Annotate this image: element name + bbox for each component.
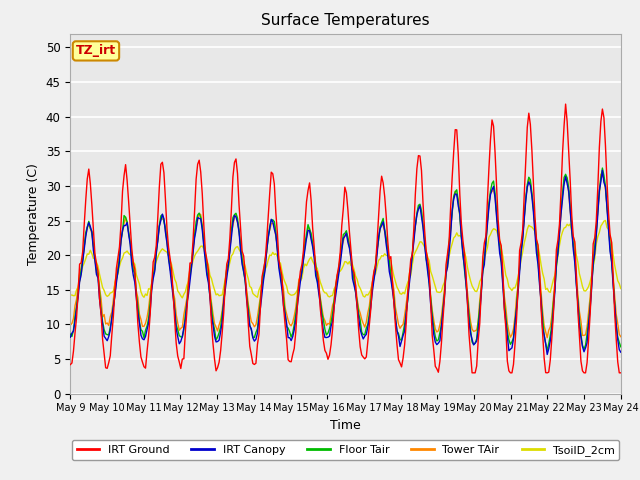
Title: Surface Temperatures: Surface Temperatures [261, 13, 430, 28]
Y-axis label: Temperature (C): Temperature (C) [28, 163, 40, 264]
Legend: IRT Ground, IRT Canopy, Floor Tair, Tower TAir, TsoilD_2cm: IRT Ground, IRT Canopy, Floor Tair, Towe… [72, 440, 619, 460]
X-axis label: Time: Time [330, 419, 361, 432]
Text: TZ_irt: TZ_irt [76, 44, 116, 58]
